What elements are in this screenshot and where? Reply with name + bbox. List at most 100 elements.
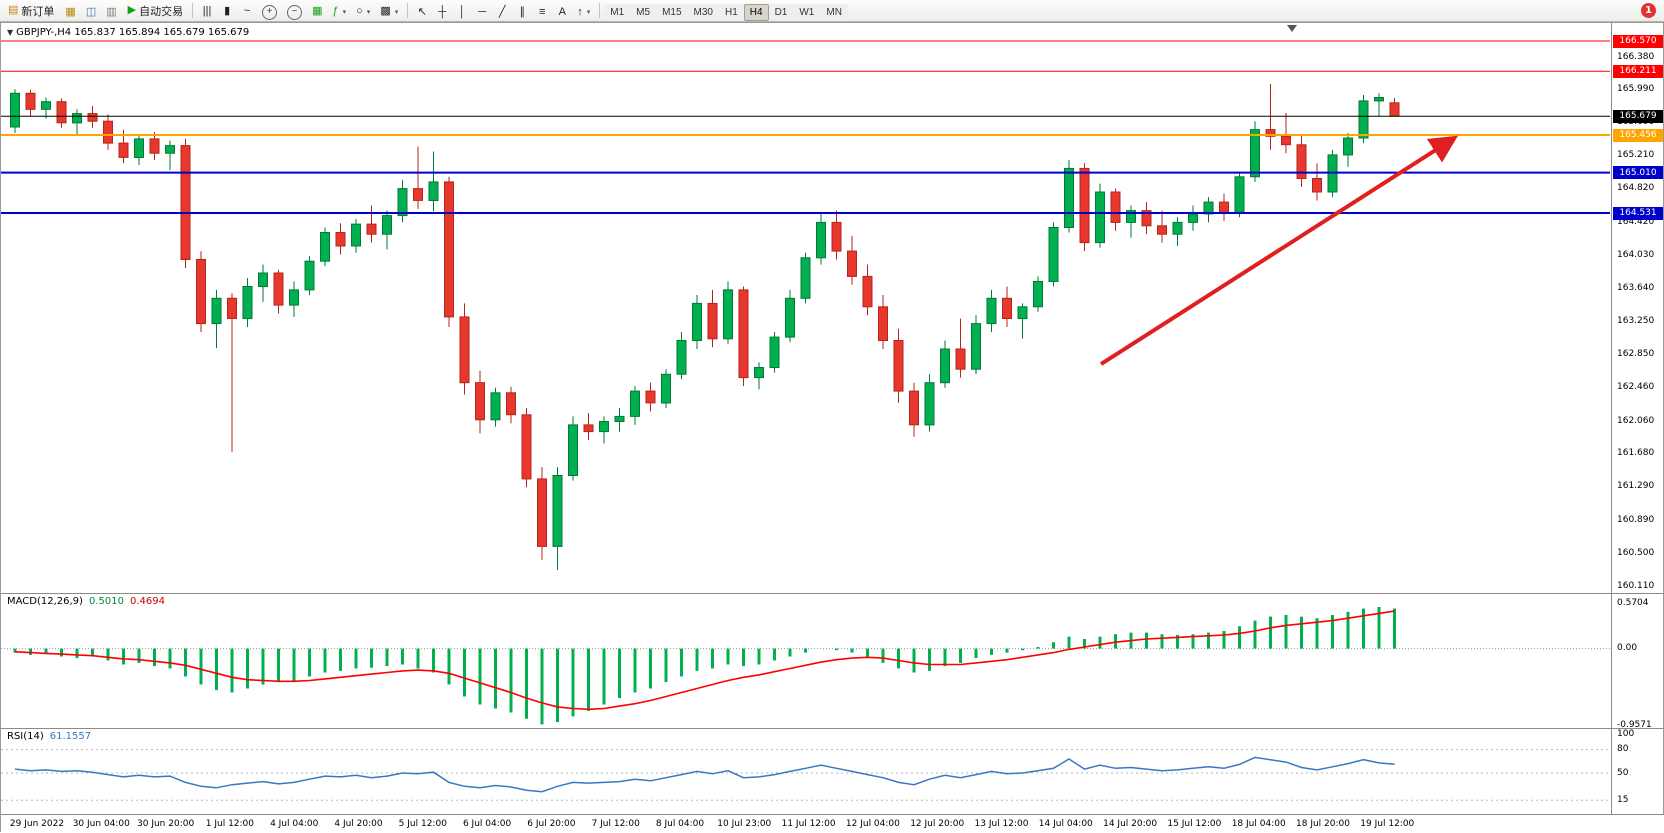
candle-body — [1141, 210, 1152, 227]
candle-body — [335, 232, 346, 247]
candle-body — [1234, 176, 1245, 213]
timeframe-m30-button[interactable]: M30 — [687, 4, 719, 21]
time-axis-label: 18 Jul 04:00 — [1231, 819, 1286, 829]
trend-arrow[interactable] — [1099, 135, 1459, 366]
time-axis[interactable]: 29 Jun 2022 30 Jun 04:00 30 Jun 20:00 1 Jul… — [1, 814, 1664, 833]
timeframe-m1-button[interactable]: M1 — [604, 4, 631, 21]
line-chart-icon: ~ — [243, 5, 251, 18]
channel-button[interactable]: ∥ — [512, 3, 532, 22]
market-watch-button[interactable]: ◫ — [81, 3, 101, 22]
candle-body — [955, 348, 966, 370]
time-axis-label: 30 Jun 20:00 — [137, 819, 195, 829]
macd-axis-label: 0.5704 — [1617, 597, 1649, 608]
chart-shift-marker[interactable] — [1287, 25, 1297, 32]
price-axis[interactable]: 166.380165.990165.600165.210164.820164.4… — [1612, 23, 1664, 814]
candle-body — [785, 297, 795, 338]
candle-body — [1281, 135, 1291, 146]
arrow-objects-button[interactable]: ↑ ▾ — [572, 3, 595, 22]
timeframe-mn-button[interactable]: MN — [820, 4, 848, 21]
arrange-windows-icon: ▦ — [312, 5, 323, 18]
rsi-name: RSI(14) — [7, 731, 44, 742]
candle-body — [103, 120, 113, 144]
candle-body — [1002, 297, 1012, 319]
candle-body — [1312, 178, 1322, 193]
fibonacci-button[interactable]: ≡ — [532, 3, 552, 22]
timeframe-h1-button[interactable]: H1 — [718, 4, 744, 21]
timeframe-m15-button[interactable]: M15 — [656, 4, 688, 21]
cursor-button[interactable]: ↖ — [412, 3, 432, 22]
navigator-icon: ▥ — [106, 5, 117, 18]
candlestick-chart-button[interactable]: ▮ — [217, 2, 237, 21]
price-axis-label: 162.850 — [1617, 349, 1655, 360]
candle-body — [289, 289, 299, 306]
candle-body — [754, 367, 764, 379]
charts-window-icon: ▦ — [65, 5, 76, 18]
time-axis-label: 4 Jul 20:00 — [334, 819, 383, 829]
timeframe-d1-button[interactable]: D1 — [768, 4, 794, 21]
text-icon: A — [558, 5, 566, 18]
candle-body — [304, 260, 315, 291]
candle-body — [1172, 221, 1183, 235]
candle-body — [428, 181, 439, 201]
notification-badge[interactable]: 1 — [1641, 3, 1656, 18]
timeframe-m5-button[interactable]: M5 — [630, 4, 657, 21]
crosshair-icon: ┼ — [438, 5, 447, 18]
text-button[interactable]: A — [552, 3, 572, 22]
horizontal-line-button[interactable]: ─ — [472, 3, 492, 22]
price-badge: 165.456 — [1613, 128, 1663, 142]
timeframe-w1-button[interactable]: W1 — [793, 4, 821, 21]
periods-icon: ○ — [356, 5, 363, 18]
zoom-out-button[interactable]: − — [282, 3, 307, 22]
candle-body — [614, 415, 625, 422]
candle-body — [940, 348, 950, 384]
vertical-line-button[interactable]: │ — [452, 3, 472, 22]
candle-body — [320, 232, 330, 262]
candle-body — [273, 272, 284, 306]
candle-body — [1048, 227, 1059, 282]
price-axis-label: 160.890 — [1617, 514, 1655, 525]
candle-body — [862, 275, 873, 308]
time-axis-label: 6 Jul 04:00 — [462, 819, 512, 829]
chevron-down-icon: ▾ — [342, 8, 347, 16]
trendline-button[interactable]: ╱ — [492, 3, 512, 22]
navigator-button[interactable]: ▥ — [101, 3, 121, 22]
crosshair-button[interactable]: ┼ — [432, 3, 452, 22]
candle-body — [847, 250, 857, 277]
price-axis-label: 163.250 — [1617, 315, 1655, 326]
price-axis-label: 161.680 — [1617, 448, 1655, 459]
new-order-icon: ▤ — [8, 4, 19, 16]
timeframe-h4-button[interactable]: H4 — [743, 4, 769, 21]
chevron-down-icon: ▾ — [586, 9, 591, 16]
charts-window-button[interactable]: ▦ — [60, 3, 80, 22]
bar-chart-button[interactable]: ||| — [197, 2, 217, 21]
chart-canvas[interactable] — [1, 23, 1664, 833]
candle-body — [25, 92, 36, 110]
trendline-icon: ╱ — [498, 5, 506, 18]
candle-body — [227, 297, 237, 319]
templates-icon: ▩ — [380, 5, 391, 18]
candle-body — [552, 475, 563, 547]
new-order-button[interactable]: ▤ 新订单 — [3, 1, 59, 20]
periods-button[interactable]: ○ ▾ — [351, 2, 375, 21]
line-chart-button[interactable]: ~ — [237, 2, 257, 21]
candle-body — [10, 92, 20, 128]
candle-body — [351, 223, 361, 247]
toolbar: ▤ 新订单 ▦ ◫ ▥ ▶ 自动交易 ||| ▮ ~ + − ▦ ƒ ▾ ○ ▾ ▩ ▾ ↖ ┼ │ ─ ╱ ∥ ≡ A… — [0, 0, 1664, 22]
candle-body — [211, 297, 222, 325]
rsi-axis-label: 80 — [1617, 744, 1629, 755]
templates-button[interactable]: ▩ ▾ — [375, 2, 403, 21]
auto-trading-label: 自动交易 — [139, 5, 184, 18]
candle-body — [413, 188, 423, 201]
indicators-button[interactable]: ƒ ▾ — [328, 2, 352, 21]
time-axis-label: 18 Jul 20:00 — [1296, 819, 1350, 829]
candle-body — [459, 316, 470, 384]
zoom-in-button[interactable]: + — [257, 3, 282, 22]
price-axis-label: 163.640 — [1617, 282, 1655, 293]
candle-body — [1188, 213, 1198, 223]
time-axis-label: 13 Jul 12:00 — [974, 819, 1029, 829]
rsi-axis-label: 100 — [1617, 728, 1635, 739]
window-menu-icon[interactable]: ▼ — [7, 28, 14, 37]
arrange-windows-button[interactable]: ▦ — [307, 2, 327, 21]
auto-trading-button[interactable]: ▶ 自动交易 — [123, 1, 188, 20]
candle-body — [599, 421, 609, 433]
